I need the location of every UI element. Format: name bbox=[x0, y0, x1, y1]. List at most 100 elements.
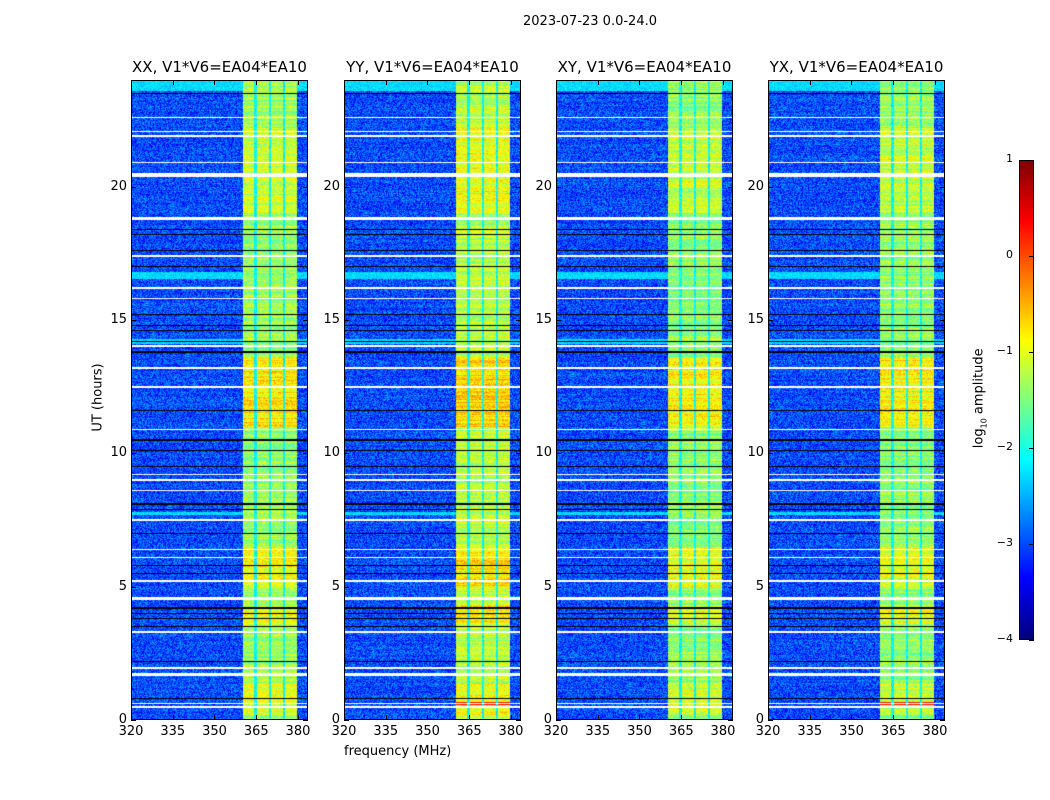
x-tick-mark bbox=[385, 715, 387, 720]
colorbar-tick-mark bbox=[1029, 160, 1034, 161]
y-tick-mark bbox=[556, 453, 561, 455]
y-tick-mark bbox=[344, 720, 349, 721]
colorbar-tick-label: −3 bbox=[996, 536, 1013, 549]
y-tick-mark bbox=[556, 186, 561, 188]
y-tick-mark bbox=[728, 586, 733, 588]
x-tick-label: 320 bbox=[331, 724, 357, 739]
x-tick-label: 350 bbox=[415, 724, 440, 739]
x-tick-mark bbox=[510, 80, 512, 85]
panel-frame bbox=[344, 80, 521, 720]
y-tick-mark bbox=[728, 720, 733, 721]
x-tick-mark bbox=[214, 715, 216, 720]
y-tick-mark bbox=[131, 320, 136, 321]
y-tick-mark bbox=[768, 586, 773, 588]
x-tick-mark bbox=[768, 80, 769, 85]
y-tick-label: 15 bbox=[323, 312, 340, 327]
y-tick-label: 20 bbox=[110, 178, 127, 194]
y-tick-label: 5 bbox=[755, 578, 764, 594]
y-tick-label: 10 bbox=[535, 445, 552, 461]
x-tick-label: 335 bbox=[160, 724, 186, 739]
panel-yx: YX, V1*V6=EA04*EA10 320 335 350 365 380 0 5 10 15… bbox=[747, 58, 947, 739]
x-tick-mark bbox=[172, 80, 174, 85]
x-tick-label: 320 bbox=[755, 724, 781, 739]
y-tick-mark bbox=[556, 720, 561, 721]
heatmap-xy bbox=[556, 80, 733, 720]
y-tick-mark bbox=[940, 320, 945, 321]
panel-frame bbox=[768, 80, 945, 720]
y-tick-mark bbox=[940, 186, 945, 188]
x-tick-mark bbox=[681, 80, 683, 85]
panel-xx: XX, V1*V6=EA04*EA10 320 335 350 365 380 0 5 10 15… bbox=[110, 58, 310, 739]
y-tick-mark bbox=[940, 453, 945, 455]
y-tick-mark bbox=[303, 186, 308, 188]
x-tick-mark bbox=[597, 715, 599, 720]
x-tick-mark bbox=[385, 80, 387, 85]
x-tick-mark bbox=[556, 715, 557, 720]
y-tick-mark bbox=[768, 186, 773, 188]
colorbar-tick-label: −4 bbox=[996, 632, 1013, 645]
x-tick-mark bbox=[427, 715, 429, 720]
x-tick-mark bbox=[639, 80, 641, 85]
x-tick-label: 335 bbox=[797, 724, 823, 739]
x-tick-mark bbox=[131, 715, 132, 720]
colorbar-tick-label: 1 bbox=[1006, 152, 1013, 165]
x-tick-mark bbox=[510, 715, 512, 720]
x-tick-label: 350 bbox=[202, 724, 227, 739]
panel-title: YY, V1*V6=EA04*EA10 bbox=[346, 58, 519, 76]
y-tick-label: 10 bbox=[323, 445, 340, 461]
panel-frame bbox=[131, 80, 308, 720]
x-tick-label: 335 bbox=[373, 724, 399, 739]
colorbar-tick-mark bbox=[1029, 544, 1034, 545]
y-axis-label: UT (hours) bbox=[90, 363, 106, 432]
y-tick-mark bbox=[131, 186, 136, 188]
x-tick-mark bbox=[934, 715, 936, 720]
x-tick-mark bbox=[893, 80, 895, 85]
x-tick-mark bbox=[131, 80, 132, 85]
x-tick-mark bbox=[681, 715, 683, 720]
y-tick-mark bbox=[303, 586, 308, 588]
x-tick-label: 320 bbox=[543, 724, 569, 739]
y-tick-mark bbox=[344, 453, 349, 455]
heatmap-yy bbox=[344, 80, 521, 720]
panel-xy: XY, V1*V6=EA04*EA10 320 335 350 365 380 0 5 10 15… bbox=[535, 58, 735, 739]
x-tick-label: 365 bbox=[668, 724, 694, 739]
x-axis-label: frequency (MHz) bbox=[344, 744, 452, 759]
y-tick-label: 0 bbox=[331, 712, 340, 727]
x-tick-mark bbox=[256, 80, 258, 85]
colorbar-label-sub: 10 bbox=[979, 418, 989, 429]
y-tick-mark bbox=[556, 320, 561, 321]
y-tick-mark bbox=[131, 720, 136, 721]
x-tick-mark bbox=[722, 80, 724, 85]
y-tick-mark bbox=[768, 320, 773, 321]
x-tick-mark bbox=[297, 80, 299, 85]
x-tick-label: 380 bbox=[285, 724, 311, 739]
y-tick-mark bbox=[344, 320, 349, 321]
x-tick-mark bbox=[469, 80, 471, 85]
x-tick-label: 335 bbox=[585, 724, 611, 739]
y-tick-label: 10 bbox=[110, 445, 127, 461]
x-tick-mark bbox=[639, 715, 641, 720]
x-tick-mark bbox=[344, 80, 345, 85]
x-tick-label: 320 bbox=[118, 724, 144, 739]
y-tick-mark bbox=[344, 586, 349, 588]
y-tick-mark bbox=[344, 186, 349, 188]
y-tick-label: 5 bbox=[543, 578, 552, 594]
x-tick-mark bbox=[809, 715, 811, 720]
x-tick-mark bbox=[722, 715, 724, 720]
colorbar-tick-mark bbox=[1029, 256, 1034, 257]
x-tick-label: 380 bbox=[710, 724, 736, 739]
y-tick-mark bbox=[516, 320, 521, 321]
x-tick-mark bbox=[469, 715, 471, 720]
panel-frame bbox=[556, 80, 733, 720]
x-tick-label: 365 bbox=[880, 724, 906, 739]
x-tick-mark bbox=[256, 715, 258, 720]
x-tick-mark bbox=[297, 715, 299, 720]
y-tick-mark bbox=[728, 453, 733, 455]
x-tick-mark bbox=[597, 80, 599, 85]
x-tick-mark bbox=[768, 715, 769, 720]
y-tick-mark bbox=[728, 320, 733, 321]
y-tick-mark bbox=[768, 720, 773, 721]
y-tick-label: 0 bbox=[755, 712, 764, 727]
x-tick-mark bbox=[893, 715, 895, 720]
x-tick-mark bbox=[934, 80, 936, 85]
